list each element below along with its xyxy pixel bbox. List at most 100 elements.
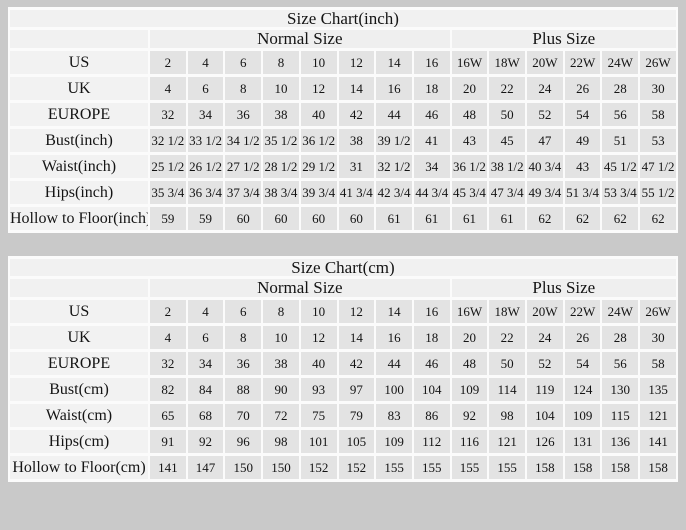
size-cell: 112 [411, 427, 452, 456]
size-cell: 36 1/2 [298, 126, 339, 155]
row-label: Bust(inch) [8, 126, 150, 155]
size-cell: 92 [185, 427, 226, 456]
size-cell: 61 [449, 204, 490, 233]
size-cell: 18W [487, 297, 528, 326]
row-label: EUROPE [8, 349, 150, 378]
table-row: US 2 4 6 8 10 12 14 16 16W 18W 20W 22W 24W 26W [8, 48, 678, 77]
size-cell: 26W [638, 297, 678, 326]
size-cell: 8 [223, 74, 264, 103]
row-label: Waist(inch) [8, 152, 150, 181]
size-cell: 62 [562, 204, 603, 233]
size-cell: 54 [562, 100, 603, 129]
size-cell: 25 1/2 [148, 152, 188, 181]
table-row: Hollow to Floor(inch) 59 59 60 60 60 60 61 61 61 6… [8, 204, 678, 233]
size-cell: 35 3/4 [148, 178, 188, 207]
size-cell: 6 [185, 74, 226, 103]
size-cell: 48 [449, 349, 490, 378]
size-cell: 45 3/4 [449, 178, 490, 207]
table-row: UK 4 6 8 10 12 14 16 18 20 22 24 26 28 30 [8, 74, 678, 103]
size-cell: 20 [449, 74, 490, 103]
size-cell: 10 [261, 74, 301, 103]
row-label: Waist(cm) [8, 401, 150, 430]
size-chart-table-inch: Size Chart(inch) Normal Size Plus Size US 2 4… [8, 7, 679, 233]
row-label: Hips(cm) [8, 427, 150, 456]
size-cell: 152 [298, 453, 339, 482]
size-cell: 12 [298, 323, 339, 352]
size-cell: 50 [487, 100, 528, 129]
size-cell: 150 [223, 453, 264, 482]
group-header-normal-size: Normal Size [148, 27, 452, 51]
size-cell: 27 1/2 [223, 152, 264, 181]
size-cell: 36 1/2 [449, 152, 490, 181]
size-chart-table-cm: Size Chart(cm) Normal Size Plus Size US 2 4 6 8… [8, 256, 679, 482]
size-cell: 47 1/2 [638, 152, 678, 181]
size-cell: 97 [336, 375, 377, 404]
size-cell: 83 [374, 401, 414, 430]
size-cell: 109 [449, 375, 490, 404]
row-label: Hollow to Floor(cm) [8, 453, 150, 482]
size-cell: 75 [298, 401, 339, 430]
size-cell: 16 [411, 48, 452, 77]
size-cell: 32 [148, 100, 188, 129]
size-cell: 49 3/4 [525, 178, 565, 207]
size-cell: 22 [487, 323, 528, 352]
size-cell: 114 [487, 375, 528, 404]
size-cell: 93 [298, 375, 339, 404]
size-cell: 44 3/4 [411, 178, 452, 207]
size-cell: 20W [525, 48, 565, 77]
size-cell: 22W [562, 48, 603, 77]
size-cell: 8 [223, 323, 264, 352]
size-cell: 26 1/2 [185, 152, 226, 181]
size-cell: 14 [374, 48, 414, 77]
size-cell: 86 [411, 401, 452, 430]
size-cell: 12 [336, 297, 377, 326]
group-header-plus-size: Plus Size [449, 276, 679, 300]
size-cell: 60 [298, 204, 339, 233]
table-row: UK 4 6 8 10 12 14 16 18 20 22 24 26 28 30 [8, 323, 678, 352]
size-cell: 121 [638, 401, 678, 430]
size-cell: 48 [449, 100, 490, 129]
size-cell: 6 [223, 297, 264, 326]
size-cell: 104 [525, 401, 565, 430]
size-cell: 92 [449, 401, 490, 430]
size-cell: 14 [336, 74, 377, 103]
size-cell: 16W [449, 48, 490, 77]
row-label: Bust(cm) [8, 375, 150, 404]
size-cell: 60 [223, 204, 264, 233]
size-cell: 4 [185, 48, 226, 77]
size-cell: 61 [374, 204, 414, 233]
size-cell: 51 [600, 126, 641, 155]
size-cell: 38 1/2 [487, 152, 528, 181]
size-cell: 88 [223, 375, 264, 404]
table-row: Hips(inch) 35 3/4 36 3/4 37 3/4 38 3/4 39 3/4… [8, 178, 678, 207]
size-cell: 141 [148, 453, 188, 482]
size-cell: 62 [600, 204, 641, 233]
size-cell: 41 [411, 126, 452, 155]
size-cell: 36 [223, 100, 264, 129]
size-cell: 42 [336, 100, 377, 129]
size-cell: 4 [148, 74, 188, 103]
size-cell: 49 [562, 126, 603, 155]
size-cell: 44 [374, 349, 414, 378]
size-cell: 35 1/2 [261, 126, 301, 155]
size-cell: 116 [449, 427, 490, 456]
table-row: Bust(cm) 82 84 88 90 93 97 100 104 109 114 119 124 13… [8, 375, 678, 404]
size-cell: 18W [487, 48, 528, 77]
size-cell: 121 [487, 427, 528, 456]
size-cell: 32 1/2 [148, 126, 188, 155]
table-row: Hollow to Floor(cm) 141 147 150 150 152 152 155… [8, 453, 678, 482]
size-cell: 10 [298, 297, 339, 326]
size-cell: 61 [487, 204, 528, 233]
size-cell: 30 [638, 323, 678, 352]
size-cell: 28 1/2 [261, 152, 301, 181]
size-cell: 96 [223, 427, 264, 456]
size-cell: 10 [298, 48, 339, 77]
size-cell: 38 [261, 349, 301, 378]
size-cell: 53 3/4 [600, 178, 641, 207]
table-row: EUROPE 32 34 36 38 40 42 44 46 48 50 52 54 56 58 [8, 349, 678, 378]
corner-cell [8, 276, 150, 300]
row-label: UK [8, 323, 150, 352]
size-cell: 26 [562, 74, 603, 103]
size-cell: 32 1/2 [374, 152, 414, 181]
size-cell: 155 [374, 453, 414, 482]
